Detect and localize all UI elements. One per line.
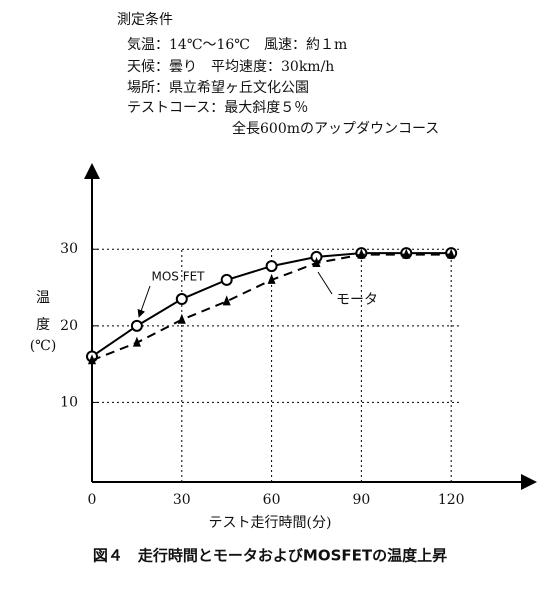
series-label: モータ [336, 292, 378, 308]
condition-line: 天候：曇り 平均速度：30km/h [127, 59, 334, 75]
y-label: 度 [36, 317, 50, 333]
marker [312, 257, 321, 268]
condition-line: テストコース：最大斜度５％ [127, 100, 308, 116]
label-arrow [137, 285, 151, 318]
marker [222, 295, 231, 306]
x-label: テスト走行時間(分) [209, 515, 332, 531]
y-tick-label: 30 [60, 241, 78, 257]
marker [88, 354, 96, 365]
x-tick-label: 60 [263, 492, 281, 508]
marker [177, 313, 186, 324]
conditions-heading: 測定条件 [117, 11, 173, 28]
marker [267, 273, 276, 284]
caption: 図４ 走行時間とモータおよびMOSFETの温度上昇 [93, 547, 447, 565]
y-label: 温 [36, 290, 50, 306]
x-tick-label: 90 [352, 492, 370, 508]
marker [402, 248, 411, 259]
marker [447, 248, 456, 259]
marker [265, 260, 278, 273]
x-tick-label: 0 [88, 492, 97, 508]
x-tick-label: 30 [173, 492, 191, 508]
condition-line: 気温：14℃～16℃ 風速：約１m [127, 37, 347, 53]
label-leader [317, 271, 333, 295]
series-label: MOS FET [151, 270, 205, 284]
marker [357, 248, 366, 259]
y-tick-label: 10 [60, 394, 78, 410]
condition-line: 場所：県立希望ヶ丘文化公園 [127, 80, 309, 96]
condition-line: 全長600mのアップダウンコース [232, 120, 439, 137]
x-tick-label: 120 [438, 492, 465, 508]
y-label: (℃) [30, 338, 57, 354]
marker [132, 336, 141, 347]
marker [130, 319, 143, 332]
marker [220, 273, 233, 286]
marker [175, 293, 188, 306]
y-tick-label: 20 [60, 318, 78, 334]
